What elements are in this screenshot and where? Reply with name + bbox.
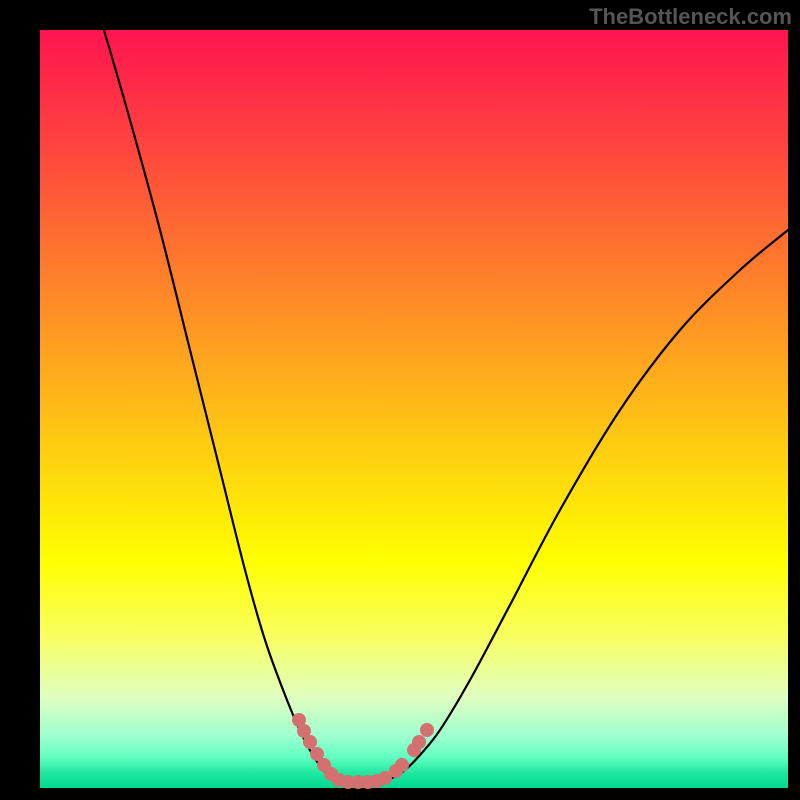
- chart-container: TheBottleneck.com: [0, 0, 800, 800]
- watermark-text: TheBottleneck.com: [589, 4, 792, 30]
- plot-gradient-area: [40, 30, 788, 788]
